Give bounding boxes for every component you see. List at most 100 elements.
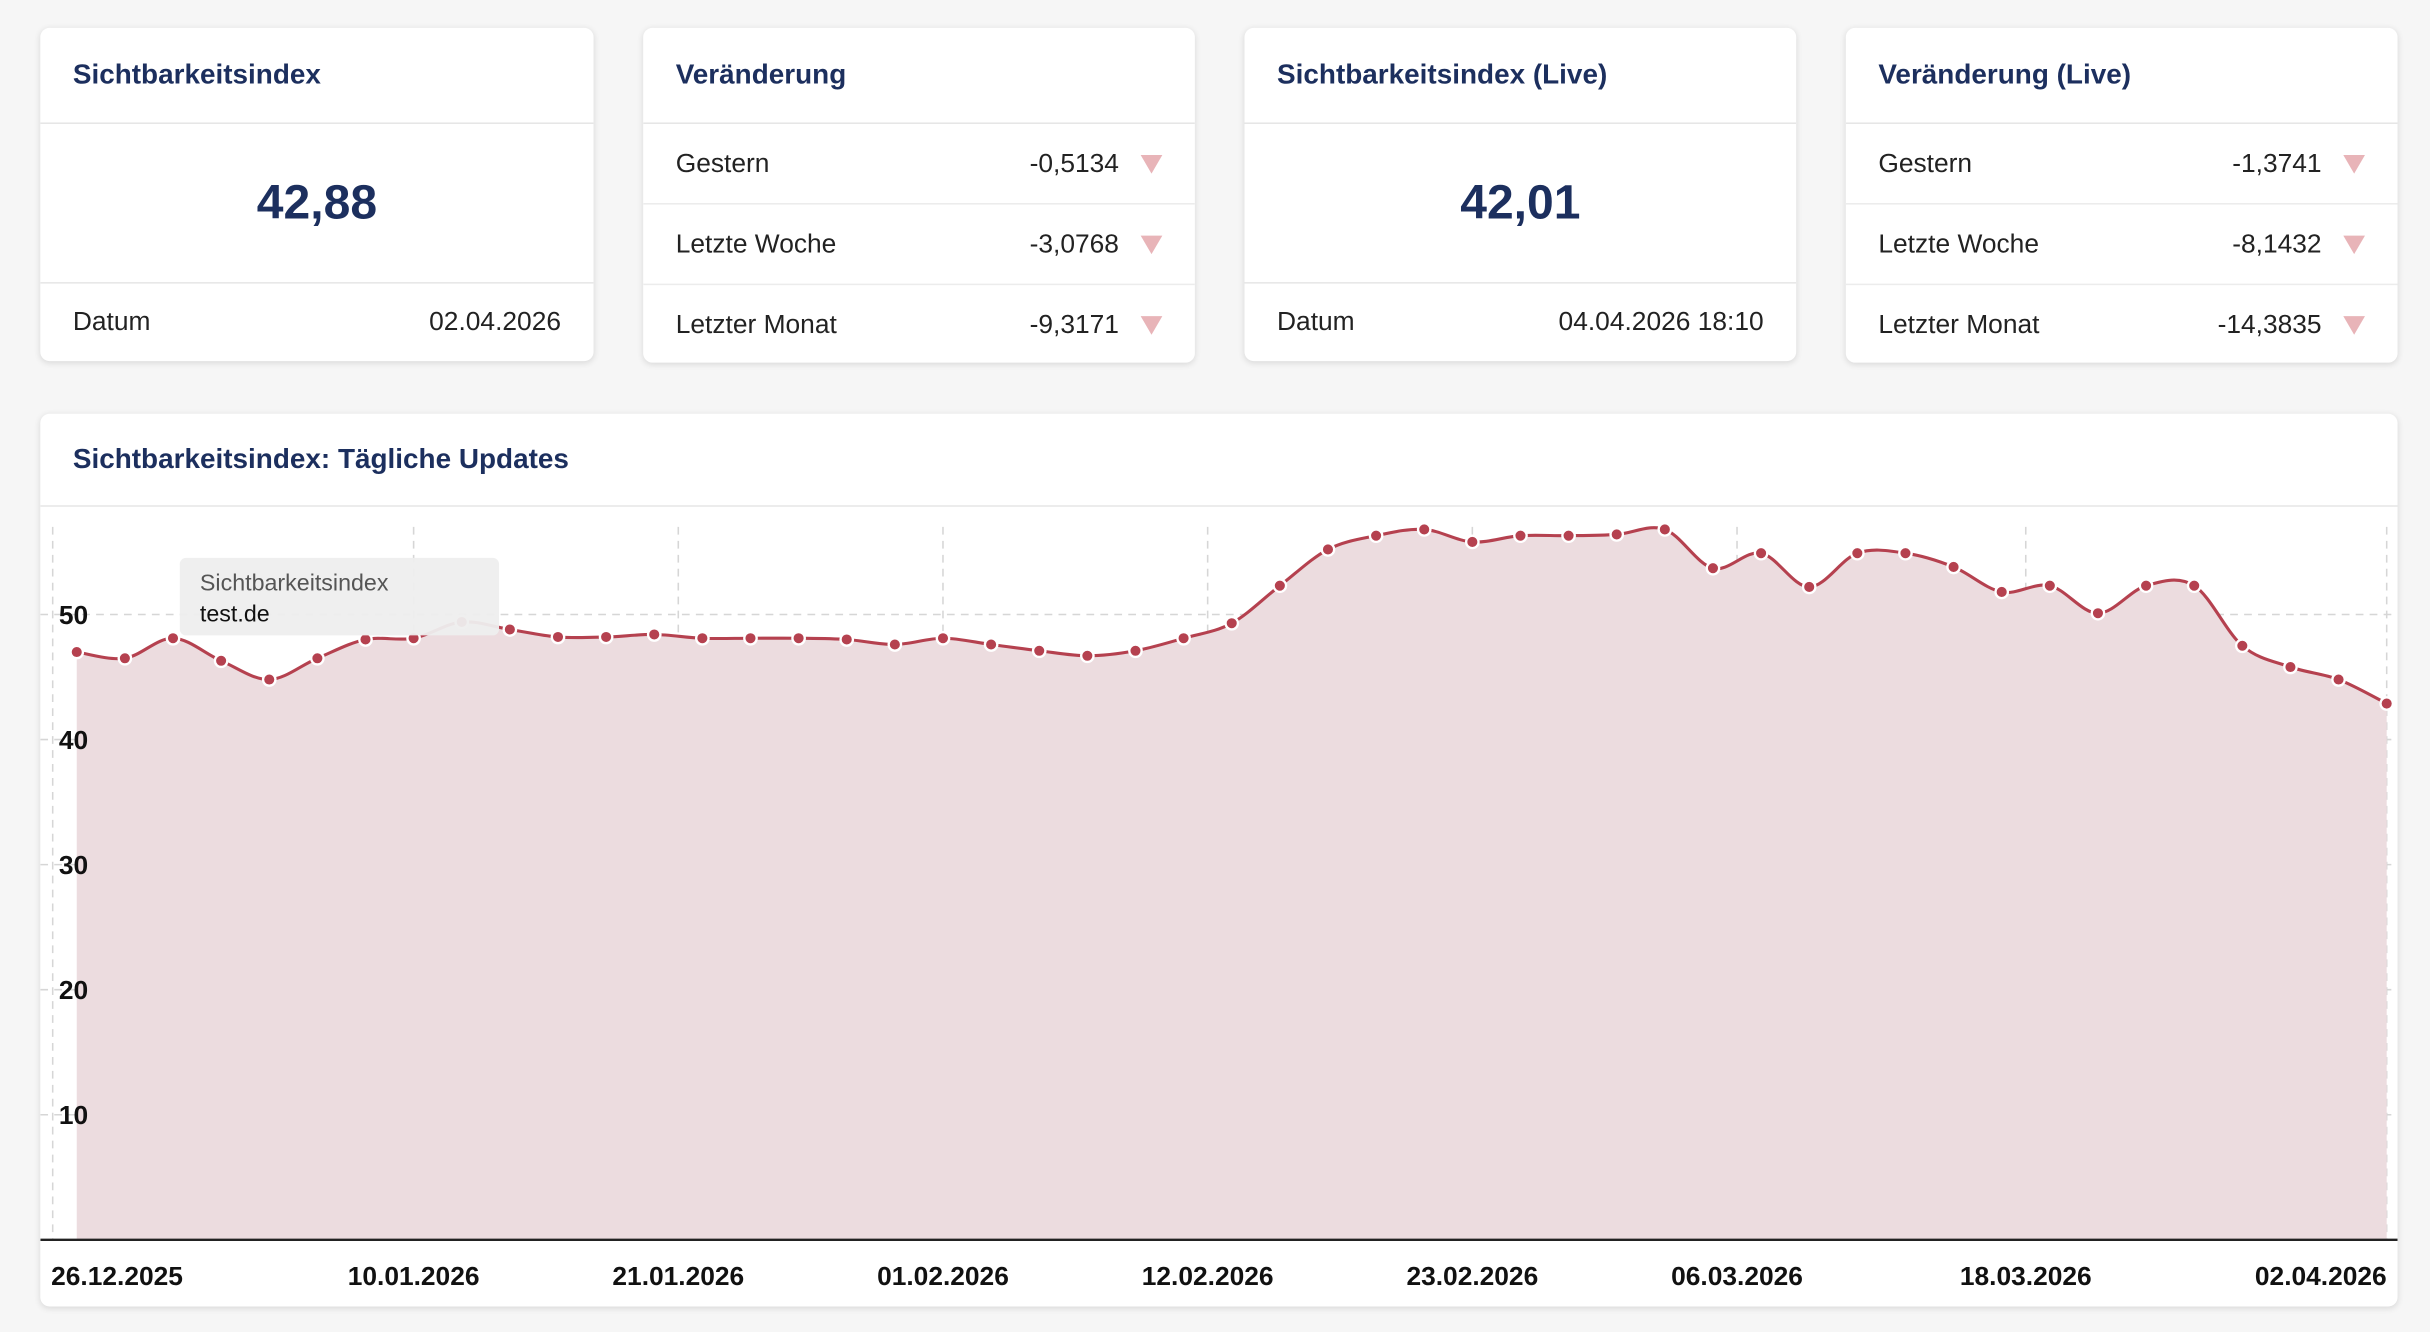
card-title: Sichtbarkeitsindex — [40, 28, 594, 124]
y-tick-label: 30 — [59, 850, 88, 880]
point — [983, 637, 999, 652]
down-icon — [2343, 234, 2365, 254]
point — [839, 632, 855, 647]
point — [1561, 528, 1576, 544]
footer-label: Datum — [1277, 306, 1355, 337]
point — [117, 650, 133, 666]
x-tick-label: 01.02.2026 — [877, 1261, 1009, 1291]
point — [646, 627, 662, 642]
down-icon — [2343, 315, 2365, 334]
footer-value: 02.04.2026 — [429, 306, 562, 337]
row-value: -14,3835 — [2217, 309, 2322, 339]
card-title: Veränderung — [643, 28, 1195, 124]
point — [1368, 528, 1384, 544]
tooltip-label: test.de — [200, 600, 270, 626]
y-tick-label: 50 — [59, 600, 88, 630]
point — [935, 630, 951, 646]
x-tick-label: 12.02.2026 — [1142, 1261, 1274, 1291]
point — [2234, 638, 2250, 654]
point — [1513, 528, 1528, 544]
y-tick-label: 10 — [59, 1100, 88, 1130]
change-row: Gestern -0,5134 — [643, 124, 1195, 205]
point — [1849, 545, 1865, 561]
y-tick-label: 20 — [59, 975, 88, 1005]
row-value: -3,0768 — [1029, 228, 1119, 259]
y-tick-label: 40 — [59, 725, 88, 755]
card: Sichtbarkeitsindex (Live) 42,01 Datum 04.… — [1244, 27, 1797, 362]
point — [2186, 578, 2202, 594]
row-label: Gestern — [675, 148, 770, 178]
change-row: Letzter Monat -14,3835 — [1846, 285, 2398, 362]
point — [2042, 578, 2058, 594]
point — [1224, 615, 1240, 631]
tooltip-box — [179, 557, 500, 636]
point — [310, 650, 325, 666]
point — [1753, 545, 1769, 561]
card-title: Veränderung (Live) — [1845, 28, 2398, 124]
card-value: 42,88 — [40, 124, 594, 284]
card: Sichtbarkeitsindex 42,88 Datum 02.04.2026 — [40, 27, 594, 362]
point — [2379, 696, 2395, 711]
point — [1464, 534, 1480, 550]
x-tick-label: 26.12.2025 — [51, 1261, 183, 1291]
point — [261, 672, 277, 687]
x-tick-label: 21.01.2026 — [612, 1261, 744, 1291]
chart: 10 20 30 40 50 26.12.2025 10.01.2026 21.01.2026… — [40, 522, 2398, 1291]
x-tick-label: 02.04.2026 — [2255, 1261, 2387, 1291]
row-label: Letzter Monat — [675, 309, 837, 339]
point — [743, 630, 758, 646]
row-label: Letzte Woche — [1878, 228, 2039, 259]
point — [502, 622, 518, 637]
tooltip: Sichtbarkeitsindex test.de — [179, 557, 500, 636]
point — [1657, 522, 1673, 537]
point — [598, 629, 614, 645]
row-label: Letzter Monat — [1878, 309, 2040, 339]
point — [887, 637, 903, 652]
change-row: Gestern -1,3741 — [1845, 124, 2398, 205]
point — [1801, 579, 1817, 595]
x-tick-label: 23.02.2026 — [1406, 1261, 1538, 1291]
card-footer: Datum 04.04.2026 18:10 — [1244, 284, 1796, 361]
point — [1031, 643, 1047, 659]
point — [2283, 659, 2298, 675]
point — [1994, 584, 2010, 600]
point — [2090, 605, 2106, 621]
chart-title: Sichtbarkeitsindex: Tägliche Updates — [40, 414, 2398, 507]
point — [2138, 578, 2154, 594]
point — [1128, 643, 1143, 659]
row-value: -9,3171 — [1029, 309, 1119, 339]
change-row: Letzter Monat -9,3171 — [643, 285, 1195, 362]
point — [69, 644, 85, 660]
card-value: 42,01 — [1244, 124, 1797, 284]
point — [1079, 648, 1095, 664]
row-label: Letzte Woche — [675, 228, 837, 259]
chart-card: Sichtbarkeitsindex: Tägliche Updates 10 2… — [40, 413, 2398, 1307]
point — [1272, 578, 1288, 594]
x-tick-label: 06.03.2026 — [1671, 1261, 1803, 1291]
point — [550, 629, 566, 645]
row-value: -0,5134 — [1029, 148, 1119, 178]
point — [1320, 542, 1336, 557]
footer-label: Datum — [72, 306, 151, 337]
point — [695, 630, 710, 646]
point — [213, 653, 229, 669]
point — [1609, 527, 1625, 542]
down-icon — [1140, 154, 1163, 173]
point — [1416, 522, 1432, 537]
card-title: Sichtbarkeitsindex (Live) — [1244, 28, 1797, 124]
row-value: -1,3741 — [2232, 148, 2322, 178]
change-row: Letzte Woche -3,0768 — [643, 205, 1195, 286]
point — [2331, 672, 2346, 687]
point — [1946, 559, 1961, 575]
down-icon — [2343, 154, 2365, 173]
row-label: Gestern — [1878, 148, 1973, 178]
point — [1705, 560, 1721, 576]
point — [165, 630, 181, 646]
point — [791, 630, 806, 646]
card-footer: Datum 02.04.2026 — [40, 284, 593, 361]
down-icon — [1140, 234, 1163, 254]
change-row: Letzte Woche -8,1432 — [1845, 205, 2398, 286]
down-icon — [1140, 315, 1163, 334]
